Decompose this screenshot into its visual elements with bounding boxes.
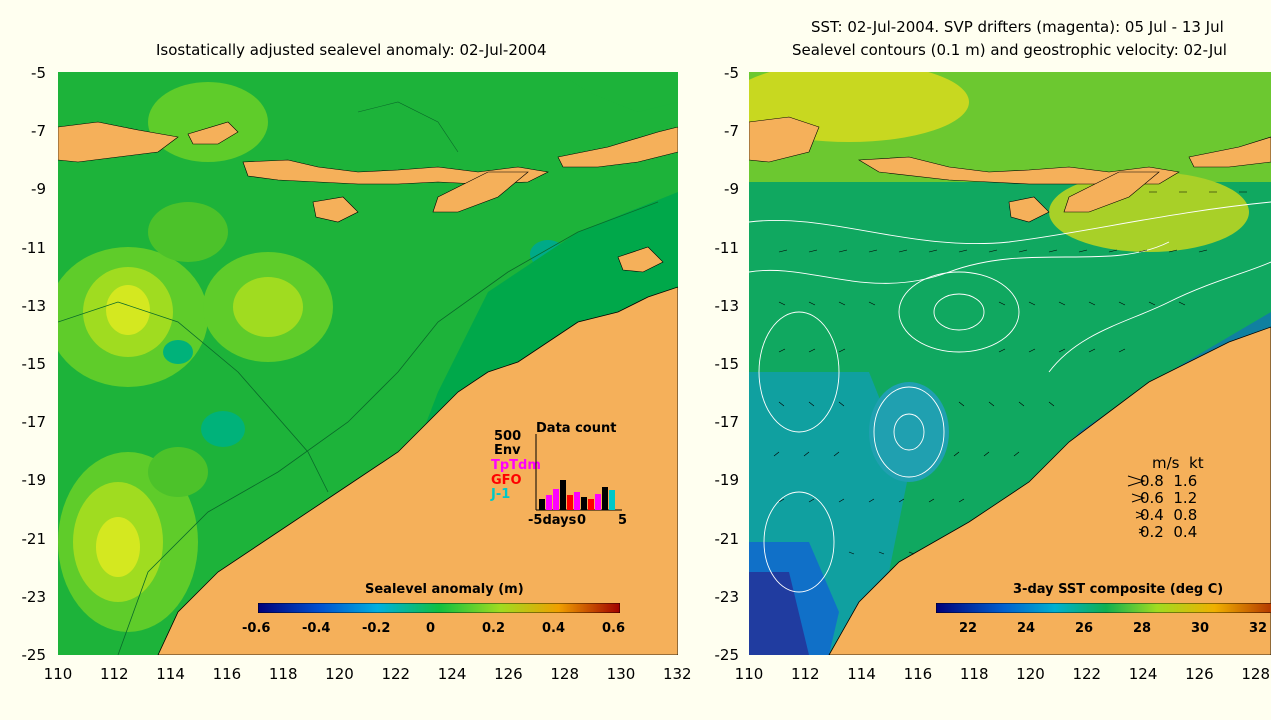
histogram-legend-tptdm: TpTdm <box>491 458 541 473</box>
colorbar-tick-label: 30 <box>1191 621 1210 636</box>
sealevel-colorbar-title: Sealevel anomaly (m) <box>365 582 524 597</box>
x-tick-label: 124 <box>437 665 467 683</box>
x-tick-label: 116 <box>903 665 933 683</box>
velocity-legend-row-3: 0.4 0.8 <box>1140 506 1198 524</box>
x-tick-label: 120 <box>325 665 354 683</box>
y-tick-label: -7 <box>31 122 46 141</box>
velocity-legend-row-1: 0.8 1.6 <box>1140 472 1198 490</box>
y-tick-label: -13 <box>21 296 47 315</box>
histogram-scale: 500 <box>494 429 522 444</box>
x-tick-label: 110 <box>43 665 73 683</box>
x-tick-label: 128 <box>550 665 579 683</box>
x-tick-label: 110 <box>734 665 764 683</box>
y-tick-label: -21 <box>714 529 740 548</box>
x-tick-label: 114 <box>847 665 876 683</box>
velocity-legend-header: m/s kt <box>1152 454 1204 472</box>
x-tick-label: 118 <box>959 665 989 683</box>
y-tick-label: -9 <box>31 180 46 199</box>
x-tick-label: 126 <box>1185 665 1214 683</box>
sealevel-anomaly-map: Sealevel anomaly (m) -0.6 -0.4 -0.2 0 0.2 0.4… <box>58 72 678 655</box>
y-tick-label: -5 <box>31 64 46 82</box>
colorbar-tick-label: 0.4 <box>542 621 566 636</box>
y-tick-label: -9 <box>724 180 739 199</box>
x-tick-label: 122 <box>381 665 411 683</box>
histogram-legend-j1: J-1 <box>491 487 511 502</box>
x-tick-label: 120 <box>1016 665 1045 683</box>
x-tick-label: 114 <box>156 665 185 683</box>
y-tick-label: -17 <box>21 413 47 432</box>
velocity-legend-arrows <box>1127 475 1146 534</box>
y-tick-label: -11 <box>21 238 47 257</box>
sst-map-graphic <box>749 72 1271 655</box>
histogram-chart <box>535 434 622 511</box>
y-tick-label: -11 <box>714 238 740 257</box>
left-map-title: Isostatically adjusted sealevel anomaly:… <box>156 41 547 59</box>
colorbar-tick-label: 24 <box>1017 621 1036 636</box>
x-tick-label: 124 <box>1128 665 1158 683</box>
histogram-xtick-zero: 0 <box>577 513 587 528</box>
velocity-legend-row-4: 0.2 0.4 <box>1140 523 1198 541</box>
y-tick-label: -25 <box>21 646 47 664</box>
right-map-title-line1: SST: 02-Jul-2004. SVP drifters (magenta)… <box>811 18 1224 36</box>
x-tick-label: 132 <box>662 665 692 683</box>
x-tick-label: 122 <box>1072 665 1102 683</box>
y-tick-label: -21 <box>21 529 47 548</box>
colorbar-tick-label: 0.6 <box>602 621 626 636</box>
y-tick-label: -15 <box>714 355 740 373</box>
x-tick-label: 128 <box>1241 665 1270 683</box>
y-tick-label: -15 <box>21 355 47 373</box>
x-tick-label: 112 <box>99 665 129 683</box>
sealevel-map-graphic <box>58 72 678 655</box>
sst-map: m/s kt 0.8 1.6 0.6 1.2 0.4 0.8 0.2 0.4 3… <box>749 72 1271 655</box>
x-tick-label: 112 <box>790 665 820 683</box>
colorbar-tick-label: -0.2 <box>362 621 391 636</box>
y-tick-label: -23 <box>21 587 47 606</box>
sealevel-colorbar <box>258 603 620 613</box>
colorbar-tick-label: 22 <box>959 621 978 636</box>
colorbar-tick-label: -0.6 <box>242 621 271 636</box>
colorbar-tick-label: 26 <box>1075 621 1094 636</box>
y-tick-label: -23 <box>714 587 740 606</box>
x-tick-label: 116 <box>212 665 242 683</box>
x-tick-label: 118 <box>268 665 298 683</box>
sst-colorbar-title: 3-day SST composite (deg C) <box>1013 582 1224 597</box>
y-tick-label: -7 <box>724 122 739 141</box>
velocity-legend-row-2: 0.6 1.2 <box>1140 489 1198 507</box>
y-tick-label: -25 <box>714 646 740 664</box>
histogram-xtick-start: -5days <box>528 513 577 528</box>
histogram-title: Data count <box>536 421 617 436</box>
colorbar-tick-label: 32 <box>1249 621 1268 636</box>
colorbar-tick-label: -0.4 <box>302 621 331 636</box>
x-tick-label: 130 <box>606 665 636 683</box>
sst-colorbar <box>936 603 1271 613</box>
y-tick-label: -5 <box>724 64 739 82</box>
right-map-title-line2: Sealevel contours (0.1 m) and geostrophi… <box>792 41 1227 59</box>
colorbar-tick-label: 28 <box>1133 621 1152 636</box>
y-tick-label: -13 <box>714 296 740 315</box>
histogram-legend-gfo: GFO <box>491 473 522 488</box>
histogram-xtick-end: 5 <box>618 513 628 528</box>
colorbar-tick-label: 0.2 <box>482 621 506 636</box>
y-tick-label: -17 <box>714 413 740 432</box>
y-tick-label: -19 <box>714 471 740 490</box>
colorbar-tick-label: 0 <box>426 621 436 636</box>
histogram-legend-env: Env <box>494 443 521 458</box>
y-tick-label: -19 <box>21 471 47 490</box>
x-tick-label: 126 <box>494 665 523 683</box>
velocity-arrows <box>773 191 1247 555</box>
